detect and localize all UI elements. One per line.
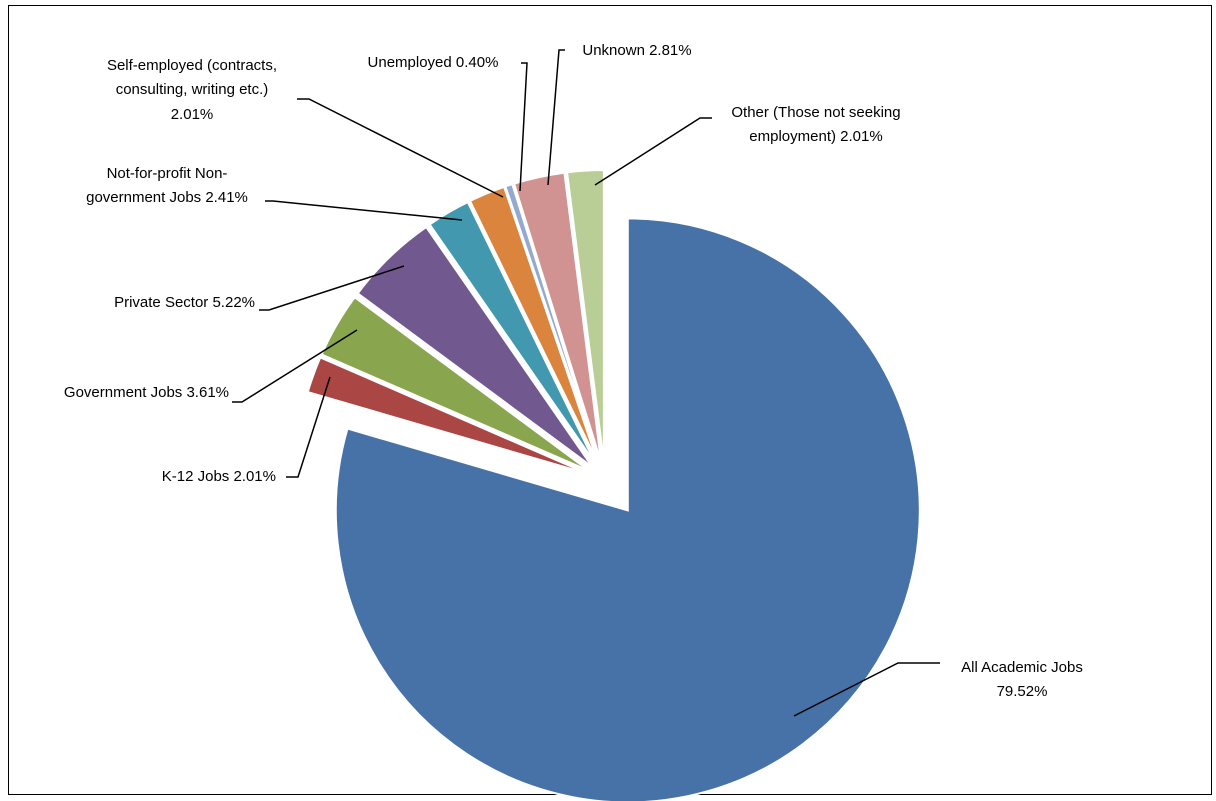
pie-slice-unemployed [504,182,601,464]
leader-line-self [297,98,504,198]
data-label-other: Other (Those not seeking [731,104,900,121]
pie-slice-other [565,169,605,463]
data-label-k12: K-12 Jobs 2.01% [162,468,276,485]
pie-slice-private [356,225,594,468]
data-label-nonprofit: Not-for-profit Non- [107,165,228,182]
pie-slice-unknown [512,171,603,463]
data-label-nonprofit-value: government Jobs 2.41% [86,189,248,206]
leader-line-unemployed [519,62,528,192]
data-label-government: Government Jobs 3.61% [64,384,229,401]
pie-slice-k12 [306,356,589,475]
data-label-self-employed-value: 2.01% [171,106,214,123]
data-label-self-employed: Self-employed (contracts, [107,57,277,74]
leader-line-government [232,329,358,403]
leader-line-academic [793,662,940,717]
leader-line-other [594,117,712,186]
leader-line-private [259,265,405,311]
data-label-academic: All Academic Jobs [961,659,1083,676]
data-label-self-employed-line2: consulting, writing etc.) [116,81,269,98]
pie-slice-government [320,295,591,472]
pie-slice-nonprofit [428,200,597,466]
data-label-academic-value: 79.52% [997,683,1048,700]
data-label-private: Private Sector 5.22% [114,294,255,311]
data-labels: All Academic Jobs 79.52% K-12 Jobs 2.01%… [64,42,1083,700]
leader-lines [232,49,940,717]
data-label-other-value: employment) 2.01% [749,128,882,145]
leader-line-nonprofit [265,200,463,221]
pie-slice-self-employed [468,185,600,464]
leader-line-k12 [286,376,331,478]
pie-slice-academic [334,217,921,801]
data-label-unknown: Unknown 2.81% [582,42,691,59]
pie-slices [306,169,921,801]
data-label-unemployed: Unemployed 0.40% [368,54,499,71]
leader-line-unknown [547,49,565,186]
